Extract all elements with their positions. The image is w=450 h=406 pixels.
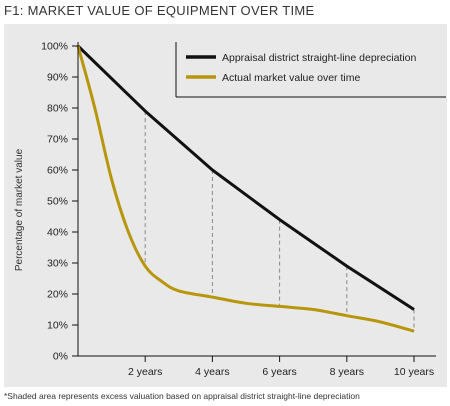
x-tick-label: 2 years: [128, 366, 162, 378]
series-line-straight-line-depreciation: [76, 44, 415, 311]
x-tick-label: 10 years: [394, 366, 434, 378]
chart-title: F1: MARKET VALUE OF EQUIPMENT OVER TIME: [4, 3, 315, 18]
series-layer: [76, 44, 415, 333]
x-tick-label: 4 years: [195, 366, 229, 378]
axes: [77, 42, 436, 357]
y-tick-label: 20%: [47, 289, 68, 301]
y-tick-label: 100%: [41, 41, 68, 53]
y-tick-label: 60%: [47, 165, 68, 177]
y-tick-label: 10%: [47, 320, 68, 332]
y-axis-ticks: 0% 10% 20% 30% 40% 50% 60% 70% 80% 90% 100%: [41, 41, 78, 363]
x-axis-ticks: 2 years 4 years 6 years 8 years 10 years: [128, 356, 434, 378]
legend: Appraisal district straight-line depreci…: [175, 42, 446, 98]
x-tick-label: 8 years: [330, 366, 364, 378]
y-tick-label: 50%: [47, 196, 68, 208]
y-tick-label: 80%: [47, 103, 68, 115]
gap-markers: [144, 111, 415, 332]
legend-label: Actual market value over time: [222, 72, 360, 84]
x-tick-label: 6 years: [262, 366, 296, 378]
legend-label: Appraisal district straight-line depreci…: [222, 52, 417, 64]
y-tick-label: 30%: [47, 258, 68, 270]
series-line-actual-market-value: [76, 45, 415, 333]
y-tick-label: 70%: [47, 134, 68, 146]
line-chart: 0% 10% 20% 30% 40% 50% 60% 70% 80% 90% 100% 2 year…: [14, 41, 446, 378]
y-tick-label: 0%: [53, 351, 68, 363]
y-tick-label: 40%: [47, 227, 68, 239]
footnote: *Shaded area represents excess valuation…: [4, 391, 360, 401]
legend-box: [176, 42, 446, 97]
chart-panel: 0% 10% 20% 30% 40% 50% 60% 70% 80% 90% 100% 2 year…: [4, 24, 447, 387]
y-tick-label: 90%: [47, 72, 68, 84]
y-axis-label: Percentage of market value: [14, 148, 25, 271]
